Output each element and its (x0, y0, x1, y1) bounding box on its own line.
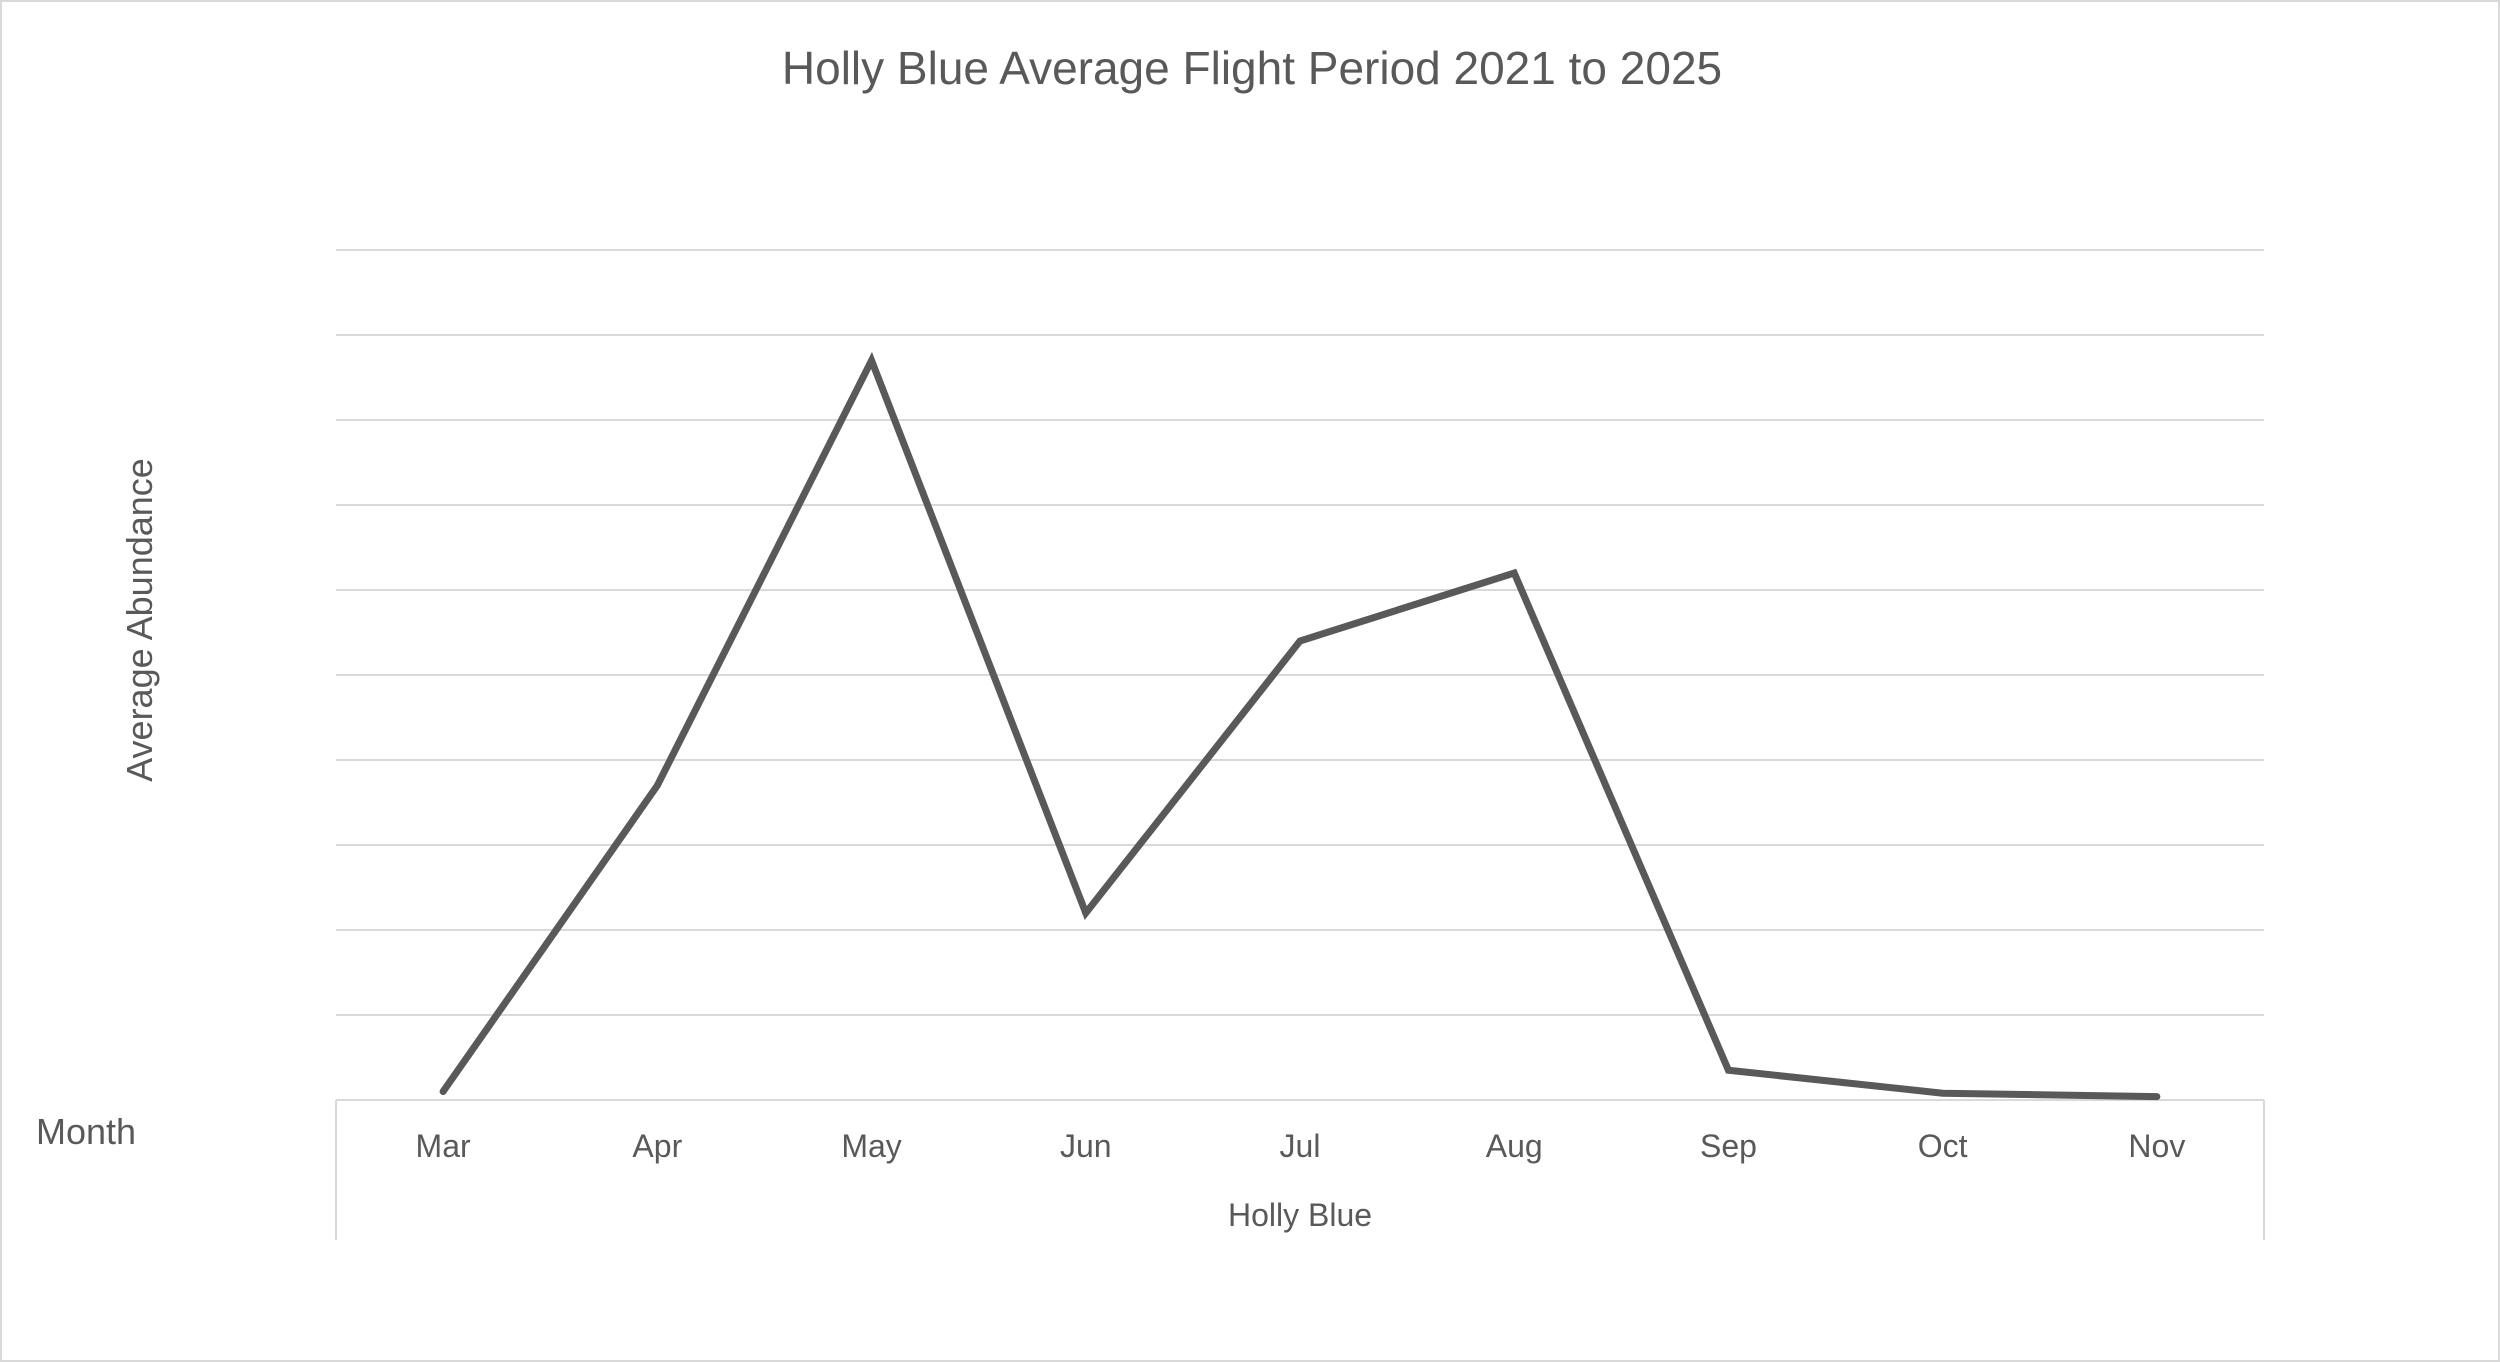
series-line (439, 351, 2161, 1101)
chart-title: Holly Blue Average Flight Period 2021 to… (782, 42, 1722, 94)
series-group (439, 351, 2161, 1101)
x-tick-label: Jun (1060, 1128, 1112, 1164)
x-tick-label: Sep (1700, 1128, 1757, 1164)
category-group-label: Holly Blue (1228, 1197, 1372, 1233)
x-tick-labels: Mar Apr May Jun Jul Aug Sep Oct Nov (416, 1128, 2186, 1164)
x-tick-label: Apr (632, 1128, 682, 1164)
x-tick-label: Nov (2128, 1128, 2185, 1164)
x-tick-label: Mar (416, 1128, 471, 1164)
x-tick-label: Jul (1280, 1128, 1321, 1164)
gridlines (336, 249, 2264, 1016)
x-tick-label: Aug (1486, 1128, 1543, 1164)
category-axis-box (335, 1099, 2265, 1240)
y-axis-title: Average Abundance (119, 458, 160, 782)
x-tick-label: Oct (1918, 1128, 1968, 1164)
row-field-label: Month (36, 1111, 136, 1152)
x-tick-label: May (841, 1128, 901, 1164)
